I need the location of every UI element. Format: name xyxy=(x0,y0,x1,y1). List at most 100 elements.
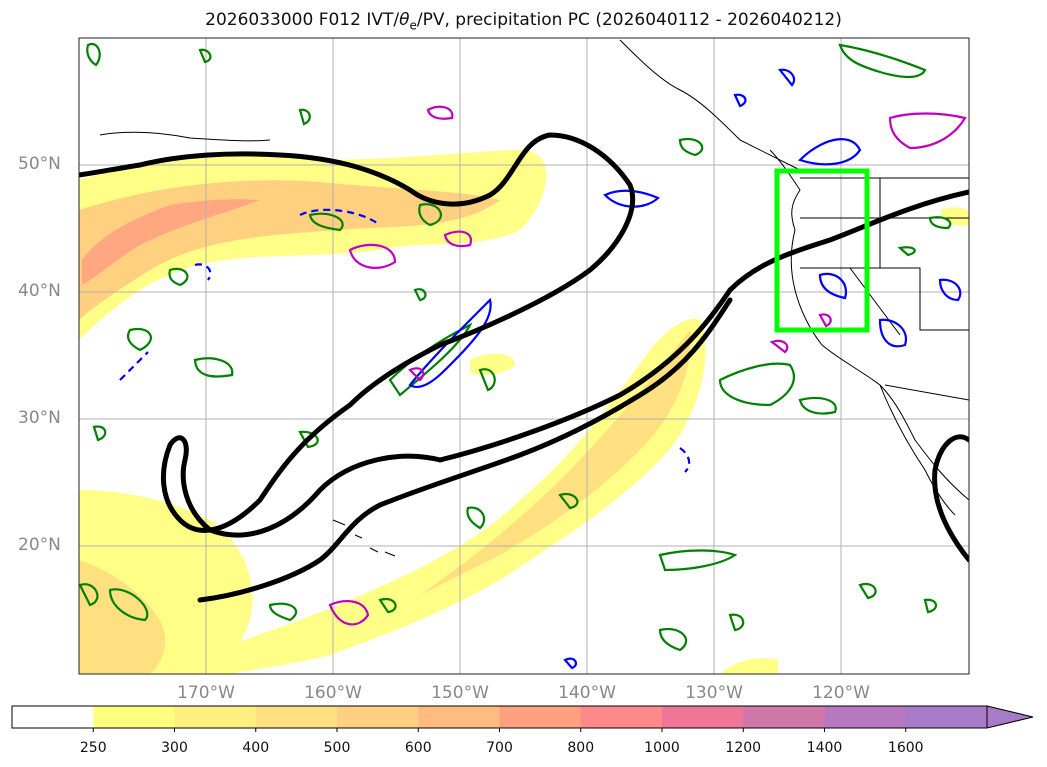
colorbar-label: 800 xyxy=(567,740,595,756)
lon-label-120w: 120°W xyxy=(812,683,870,703)
pv-contour xyxy=(938,278,962,302)
colorbar-segment xyxy=(337,706,419,728)
pv-high-contour xyxy=(328,600,370,626)
pv-contour xyxy=(603,189,660,208)
precip-cell xyxy=(198,48,212,64)
precip-cell xyxy=(558,492,579,510)
lon-label-150w: 150°W xyxy=(431,683,489,703)
precip-cell xyxy=(413,288,427,302)
colorbar-extend-arrow xyxy=(986,705,1034,729)
pv-high-contour xyxy=(818,313,832,328)
pv-high-contour xyxy=(443,230,473,248)
pv-high-contour xyxy=(769,339,789,354)
colorbar-segment xyxy=(418,706,500,728)
theta-e-south-line xyxy=(197,297,733,603)
pv-high-contour xyxy=(426,105,454,120)
coast-bc xyxy=(769,149,801,231)
precip-cell xyxy=(838,43,927,79)
precip-cell xyxy=(418,203,442,227)
precip-cell xyxy=(478,368,496,392)
hawaii xyxy=(332,519,396,557)
pv-high-contour xyxy=(348,243,397,269)
border-us-mexico xyxy=(884,384,969,401)
pv-contour xyxy=(878,318,908,348)
precip-cell xyxy=(108,588,149,622)
colorbar-segments xyxy=(12,706,988,728)
colorbar-ticks xyxy=(92,728,907,732)
map-title: 2026033000 F012 IVT/θe/PV, precipitation… xyxy=(0,10,1047,32)
colorbar-segment xyxy=(905,706,988,728)
colorbar-segment xyxy=(743,706,825,728)
map-canvas xyxy=(78,37,970,675)
precip-cell xyxy=(728,613,745,632)
colorbar-label: 1600 xyxy=(887,740,924,756)
colorbar xyxy=(11,705,1034,732)
precip-cell xyxy=(298,430,319,449)
colorbar-segment xyxy=(824,706,907,728)
pv-dashed xyxy=(194,263,212,281)
precip-cell xyxy=(308,212,344,232)
colorbar-segment xyxy=(499,706,582,728)
map-frame xyxy=(78,37,970,675)
state-line-4 xyxy=(849,267,901,336)
lon-label-140w: 140°W xyxy=(558,683,616,703)
title-prefix: 2026033000 F012 IVT/ xyxy=(205,10,400,30)
lon-label-160w: 160°W xyxy=(304,683,362,703)
pv-high-contour xyxy=(888,112,967,150)
pv-high-contour xyxy=(408,367,425,382)
pv-contour xyxy=(733,93,747,108)
lat-label-50n: 50°N xyxy=(18,154,61,174)
ivt-plume-southeast xyxy=(720,658,778,674)
pv-contour xyxy=(797,138,862,166)
title-theta: θ xyxy=(399,10,410,30)
coast-alaska xyxy=(619,39,801,171)
colorbar-label: 500 xyxy=(323,740,351,756)
pv-contours xyxy=(119,68,962,670)
precip-cell xyxy=(92,425,107,442)
colorbar-segment xyxy=(12,706,94,728)
colorbar-segment xyxy=(255,706,338,728)
ivt-plume-subtropical xyxy=(150,318,706,674)
colorbar-label: 250 xyxy=(79,740,107,756)
title-suffix: /PV, precipitation PC (2026040112 - 2026… xyxy=(416,10,842,30)
precip-cell xyxy=(298,108,311,126)
precip-cell xyxy=(658,627,688,652)
state-line-2 xyxy=(800,267,969,331)
precip-cell xyxy=(168,267,189,287)
colorbar-segment xyxy=(93,706,175,728)
precip-cell xyxy=(466,506,486,530)
lon-label-170w: 170°W xyxy=(177,683,235,703)
theta-e-southeast-arc xyxy=(932,434,969,563)
map-layers xyxy=(79,38,969,674)
pv-dashed xyxy=(299,208,381,226)
pv-contour xyxy=(778,68,796,87)
ivt-plume-east-edge xyxy=(940,207,969,226)
colorbar-label: 600 xyxy=(404,740,432,756)
colorbar-segment xyxy=(580,706,663,728)
colorbar-label: 1000 xyxy=(644,740,680,756)
pv-dashed xyxy=(679,447,691,473)
pv-contour xyxy=(408,297,492,388)
precip-cell xyxy=(79,583,99,607)
colorbar-label: 300 xyxy=(161,740,188,756)
precip-cell xyxy=(897,246,916,257)
precip-cell xyxy=(268,602,298,622)
ivt-plume-north-max xyxy=(82,199,260,285)
precip-cell xyxy=(923,598,937,614)
precip-cell xyxy=(798,396,837,415)
lat-label-40n: 40°N xyxy=(18,281,61,301)
precip-cell xyxy=(193,357,234,378)
precip-cell xyxy=(658,549,738,572)
coast-baja xyxy=(879,384,956,516)
precip-cell xyxy=(678,137,704,157)
precip-cell xyxy=(858,582,877,600)
aleutians xyxy=(99,131,271,142)
lat-label-30n: 30°N xyxy=(18,408,61,428)
precip-cell xyxy=(378,597,397,614)
theta-e-north-line xyxy=(79,132,969,538)
pv-contour xyxy=(563,657,578,670)
title-subscript: e xyxy=(409,18,417,33)
precip-cell xyxy=(86,42,101,67)
lat-label-20n: 20°N xyxy=(18,535,61,555)
colorbar-label: 400 xyxy=(242,740,270,756)
